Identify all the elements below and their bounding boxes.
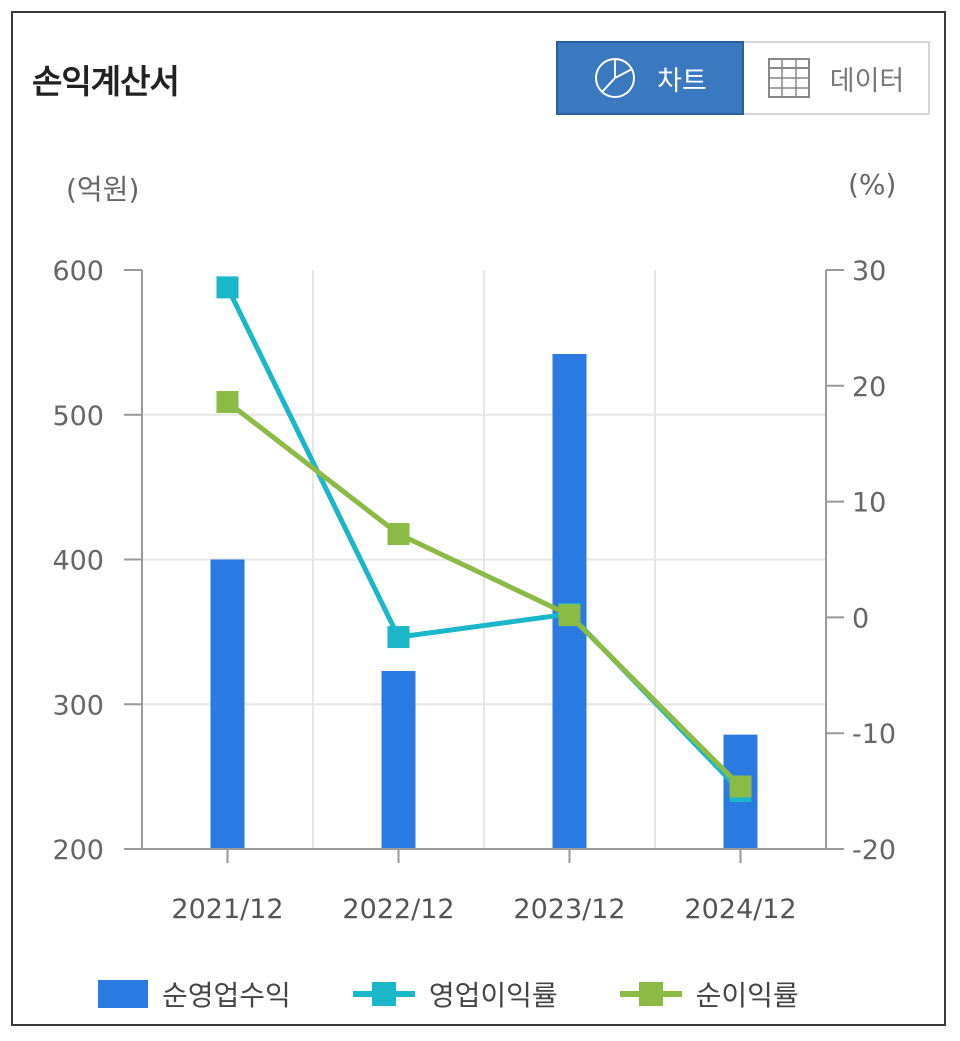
legend-label-operating-margin: 영업이익률: [428, 979, 558, 1012]
point-net-margin: [729, 775, 752, 798]
x-axis-tick-label: 2021/12: [171, 894, 283, 925]
legend-label-revenue: 순영업수익: [162, 979, 291, 1012]
point-operating-margin: [387, 626, 410, 649]
tab-chart-label: 차트: [657, 65, 707, 97]
x-axis-tick-label: 2023/12: [513, 894, 625, 925]
right-axis-tick-label: 10: [852, 488, 886, 519]
page-title: 손익계산서: [32, 62, 180, 101]
point-net-margin: [216, 391, 239, 414]
point-net-margin: [558, 604, 581, 627]
right-axis-tick-label: 0: [852, 603, 869, 634]
left-axis-tick-label: 200: [52, 835, 104, 866]
legend-label-net-margin: 순이익률: [695, 979, 799, 1012]
tab-chart[interactable]: 차트: [556, 41, 744, 115]
left-axis-tick-label: 600: [52, 256, 104, 287]
legend-swatch-revenue: [98, 980, 148, 1008]
legend-item-net-margin[interactable]: 순이익률: [619, 974, 799, 1014]
tab-data[interactable]: 데이터: [744, 41, 930, 115]
x-axis-tick-label: 2024/12: [684, 894, 796, 925]
view-toggle: 차트 데이터: [556, 41, 930, 115]
legend-swatch-operating-margin: [352, 980, 415, 1008]
legend-item-operating-margin[interactable]: 영업이익률: [352, 974, 558, 1014]
bar-revenue: [381, 670, 416, 849]
right-axis-tick-label: -20: [852, 835, 896, 866]
left-axis-tick-label: 400: [52, 546, 104, 577]
right-axis-tick-label: -10: [852, 719, 896, 750]
x-axis-tick-label: 2022/12: [342, 894, 454, 925]
legend: 순영업수익 영업이익률 순이익률: [98, 972, 799, 1016]
pie-chart-icon: [593, 56, 637, 100]
legend-item-revenue[interactable]: 순영업수익: [98, 974, 291, 1014]
tab-data-label: 데이터: [829, 65, 905, 97]
right-axis-tick-label: 20: [852, 372, 886, 403]
bar-revenue: [552, 353, 587, 849]
bar-revenue: [210, 559, 245, 849]
left-axis-tick-label: 500: [52, 401, 104, 432]
left-axis-unit: (억원): [66, 173, 140, 206]
right-axis-unit: (%): [848, 168, 897, 201]
right-axis-tick-label: 30: [852, 256, 886, 287]
line-net-margin: [225, 400, 743, 789]
left-axis-tick-label: 300: [52, 690, 104, 721]
table-grid-icon: [767, 58, 810, 98]
legend-swatch-net-margin: [619, 980, 682, 1008]
point-operating-margin: [216, 276, 239, 299]
point-net-margin: [387, 523, 410, 546]
